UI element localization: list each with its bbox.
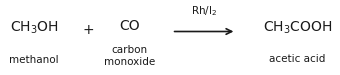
- Text: methanol: methanol: [9, 55, 59, 65]
- Text: CH$_3$OH: CH$_3$OH: [10, 20, 58, 36]
- Text: carbon
monoxide: carbon monoxide: [104, 45, 155, 67]
- Text: Rh/I$_2$: Rh/I$_2$: [191, 4, 217, 18]
- Text: CH$_3$COOH: CH$_3$COOH: [263, 20, 332, 36]
- Text: +: +: [83, 23, 94, 37]
- Text: CO: CO: [119, 19, 139, 33]
- Text: acetic acid: acetic acid: [269, 53, 326, 64]
